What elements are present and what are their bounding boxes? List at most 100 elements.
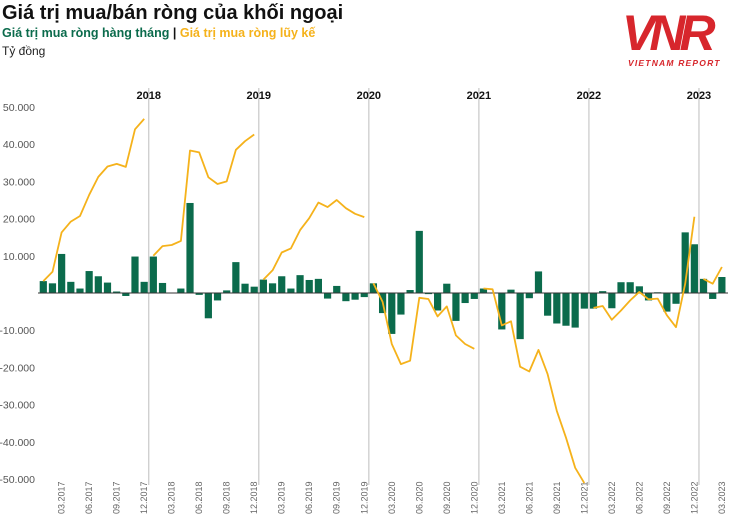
- x-tick-label: 06.2021: [524, 481, 534, 514]
- x-tick-label: 12.2022: [689, 481, 699, 514]
- legend-monthly: Giá trị mua ròng hàng tháng: [2, 26, 170, 40]
- x-tick-label: 06.2018: [194, 481, 204, 514]
- y-tick-label: -40.000: [0, 437, 35, 449]
- cumulative-line: [483, 287, 586, 484]
- x-tick-label: 03.2017: [57, 481, 67, 514]
- year-label: 2021: [467, 90, 491, 102]
- y-tick-label: 50.000: [3, 102, 35, 114]
- bar-monthly: [296, 275, 304, 293]
- bar-monthly: [406, 290, 414, 293]
- bar-monthly: [213, 293, 222, 301]
- bar-monthly: [644, 293, 653, 301]
- chart-title: Giá trị mua/bán ròng của khối ngoại: [2, 2, 344, 24]
- y-tick-label: -20.000: [0, 362, 35, 374]
- bar-monthly: [397, 293, 405, 315]
- bar-monthly: [479, 288, 488, 293]
- bar-monthly: [103, 282, 112, 293]
- cumulative-line: [372, 282, 475, 366]
- bar-monthly: [58, 253, 66, 293]
- year-label: 2019: [247, 90, 271, 102]
- bar-monthly: [635, 286, 643, 293]
- bar-monthly: [278, 276, 286, 293]
- bar-monthly: [351, 293, 359, 300]
- year-label: 2022: [577, 90, 601, 102]
- y-tick-label: -30.000: [0, 400, 35, 412]
- bar-monthly: [39, 281, 47, 293]
- bar-monthly: [718, 277, 726, 293]
- bar-monthly: [223, 290, 231, 293]
- bar-monthly: [589, 293, 598, 309]
- x-tick-label: 03.2022: [607, 481, 617, 514]
- bar-monthly: [580, 293, 588, 309]
- y-tick-label: -10.000: [0, 325, 35, 337]
- bar-monthly: [131, 256, 139, 293]
- x-tick-label: 12.2017: [139, 481, 149, 514]
- bar-monthly: [305, 279, 313, 293]
- bar-monthly: [360, 293, 368, 298]
- bar-monthly: [599, 291, 607, 293]
- x-tick-label: 03.2018: [167, 481, 177, 514]
- year-label: 2018: [137, 90, 161, 102]
- legend: Giá trị mua ròng hàng tháng | Giá trị mu…: [2, 26, 315, 40]
- bar-monthly: [553, 293, 561, 324]
- bar-monthly: [452, 293, 460, 321]
- x-tick-label: 09.2019: [332, 481, 342, 514]
- bar-monthly: [342, 293, 350, 302]
- bar-monthly: [388, 293, 396, 334]
- bar-monthly: [287, 288, 295, 293]
- bar-monthly: [149, 256, 157, 293]
- bar-monthly: [443, 283, 451, 293]
- bar-monthly: [562, 293, 570, 326]
- bar-monthly: [544, 293, 552, 316]
- bar-monthly: [470, 293, 478, 299]
- legend-cumulative: Giá trị mua ròng lũy kế: [179, 26, 316, 40]
- x-tick-label: 03.2021: [497, 481, 507, 514]
- bar-monthly: [663, 293, 671, 312]
- bar-monthly: [369, 283, 378, 293]
- x-tick-label: 09.2017: [112, 481, 122, 514]
- vietnam-report-logo: VNR VIETNAM REPORT: [622, 5, 721, 68]
- y-tick-label: 10.000: [3, 251, 35, 263]
- bar-monthly: [507, 289, 515, 293]
- bar-monthly: [617, 282, 625, 293]
- bar-monthly: [672, 293, 680, 304]
- bar-monthly: [525, 293, 533, 299]
- unit-label: Tỷ đồng: [2, 44, 46, 58]
- x-tick-label: 12.2018: [249, 481, 259, 514]
- x-tick-label: 03.2020: [387, 481, 397, 514]
- bar-monthly: [94, 276, 102, 293]
- bar-monthly: [626, 282, 634, 293]
- bar-monthly: [241, 283, 249, 293]
- year-label: 2020: [357, 90, 381, 102]
- cumulative-line: [703, 266, 723, 285]
- bar-monthly: [268, 283, 277, 293]
- bar-monthly: [424, 293, 433, 295]
- x-tick-label: 12.2020: [469, 481, 479, 514]
- bar-monthly: [608, 293, 616, 309]
- bar-monthly: [204, 293, 212, 319]
- cumulative-line: [262, 199, 365, 281]
- bar-monthly: [534, 271, 543, 293]
- bar-monthly: [195, 293, 203, 295]
- bar-monthly: [314, 278, 322, 293]
- y-tick-label: -50.000: [0, 474, 35, 486]
- bar-monthly: [122, 293, 130, 296]
- bar-monthly: [76, 288, 84, 293]
- x-tick-label: 12.2019: [359, 481, 369, 514]
- y-tick-label: 30.000: [3, 176, 35, 188]
- bar-monthly: [323, 293, 332, 299]
- cumulative-line: [152, 133, 255, 257]
- bar-monthly: [67, 281, 75, 293]
- bar-monthly: [177, 288, 185, 293]
- bar-monthly: [415, 230, 423, 293]
- bar-monthly: [158, 282, 167, 293]
- bar-monthly: [186, 202, 194, 293]
- bar-monthly: [699, 278, 708, 293]
- cumulative-line: [42, 118, 145, 282]
- x-tick-label: 06.2022: [634, 481, 644, 514]
- x-tick-label: 06.2017: [84, 481, 94, 514]
- bar-monthly: [232, 262, 240, 293]
- year-label: 2023: [687, 90, 711, 102]
- bar-monthly: [250, 286, 258, 293]
